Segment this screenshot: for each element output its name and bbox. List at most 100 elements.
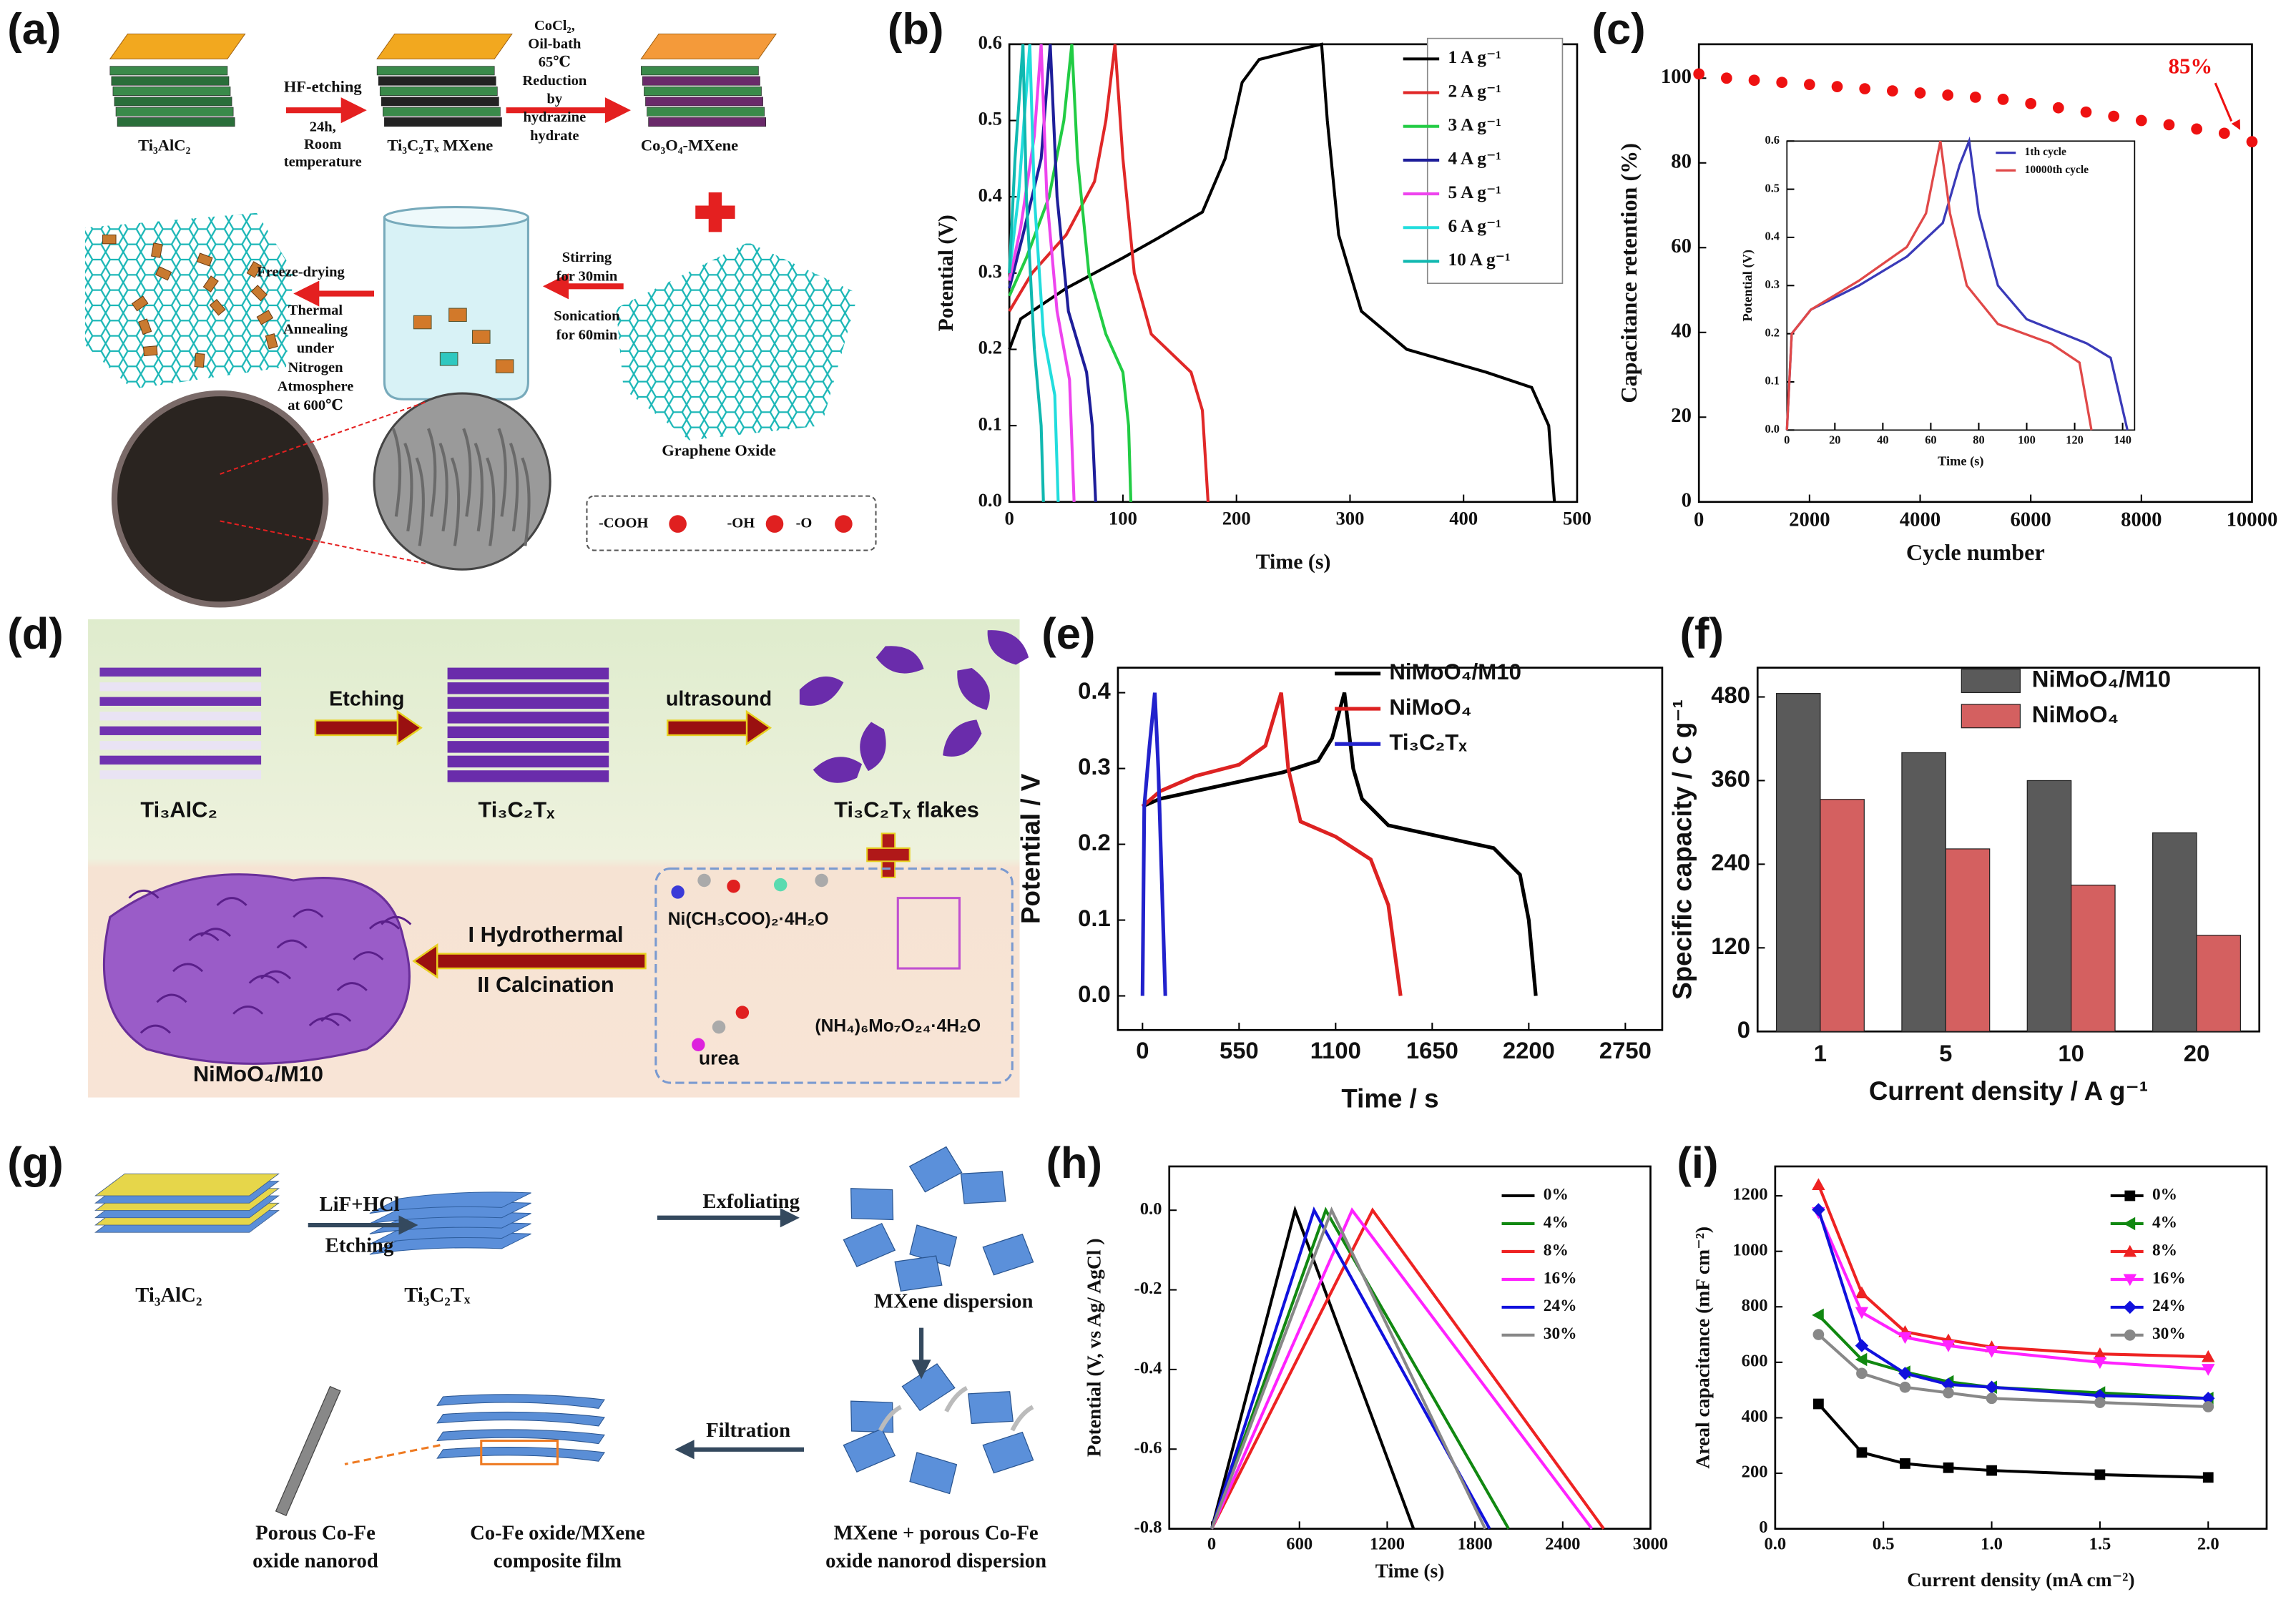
y-axis-label: Potential (V)	[934, 215, 958, 331]
arrow-head	[674, 1440, 695, 1460]
sem-texture	[403, 443, 413, 532]
mxene-layer	[447, 770, 609, 782]
fat-arrow	[667, 719, 751, 737]
layer	[379, 87, 498, 96]
marker	[1813, 1398, 1824, 1410]
x-tick-label: 40	[1877, 433, 1888, 447]
atom	[697, 873, 711, 888]
legend-label: 4%	[2152, 1213, 2177, 1232]
plus-h	[695, 205, 735, 219]
x-tick-label: 120	[2066, 433, 2084, 447]
series-line	[1008, 44, 1060, 502]
y-tick-label: 0.6	[1765, 133, 1780, 147]
layer	[115, 107, 234, 117]
x-tick-label: 8000	[2121, 508, 2162, 531]
nanorod	[1010, 1405, 1034, 1432]
series-line	[1210, 1206, 1487, 1530]
y-tick-label: -0.2	[1134, 1279, 1162, 1298]
marker	[1776, 77, 1788, 89]
panel-label: (f)	[1680, 609, 1724, 659]
co3o4-particle	[138, 318, 152, 335]
layer	[645, 97, 763, 107]
label: Porous Co-Fe	[255, 1521, 376, 1544]
marker	[2202, 1472, 2214, 1483]
x-tick-label: 5	[1939, 1040, 1952, 1066]
annotation: 85%	[2169, 54, 2213, 79]
x-tick-label: 1200	[1370, 1535, 1405, 1554]
y-tick-label: 0.4	[978, 184, 1002, 205]
sheet	[850, 1188, 894, 1221]
y-tick-label: 360	[1711, 765, 1750, 792]
legend-label: 3 A g⁻¹	[1448, 115, 1501, 135]
marker	[1899, 1381, 1911, 1393]
co3o4-particle	[246, 261, 263, 278]
reagent-box	[654, 868, 1014, 1084]
co3o4-particle	[202, 275, 219, 293]
series-line	[1817, 1184, 2209, 1359]
x-axis-label: Time (s)	[1938, 454, 1983, 469]
max-layer	[99, 697, 262, 706]
marker	[1856, 1367, 1868, 1380]
marker	[1898, 1332, 1912, 1345]
nanorod	[878, 1405, 902, 1432]
panel-label: (e)	[1041, 609, 1095, 659]
y-tick-label: 0.3	[1078, 753, 1111, 780]
x-tick-label: 550	[1220, 1037, 1259, 1063]
plot-frame	[1168, 1165, 1652, 1530]
layer	[112, 87, 231, 96]
legend-label: 30%	[2152, 1324, 2186, 1343]
marker	[1693, 68, 1705, 80]
label: ultrasound	[666, 687, 772, 710]
group-atom	[669, 515, 687, 533]
x-tick-label: 0.0	[1764, 1535, 1786, 1554]
marker	[1941, 1340, 1956, 1352]
marker	[2246, 136, 2258, 147]
x-tick-label: 1	[1814, 1040, 1827, 1066]
flake	[957, 668, 990, 710]
layer	[109, 66, 228, 76]
marker	[1812, 1203, 1825, 1217]
series-line	[1210, 1206, 1491, 1530]
sem-texture	[438, 443, 448, 532]
marker	[1855, 1307, 1869, 1319]
label: Nitrogen	[288, 360, 343, 375]
label: hydrate	[530, 128, 579, 144]
composite-network	[84, 212, 294, 389]
y-tick-label: 80	[1671, 149, 1692, 172]
dashed-arrow	[344, 1444, 441, 1465]
layer	[378, 76, 496, 86]
legend-label: 8%	[2152, 1241, 2177, 1259]
label: Ti₃AlC₂	[138, 137, 190, 154]
label: Filtration	[706, 1419, 790, 1442]
max-layer	[99, 741, 262, 750]
legend-label: Ti₃C₂Tₓ	[1389, 729, 1467, 755]
y-tick-label: 0.0	[1078, 980, 1111, 1007]
petal	[260, 970, 292, 980]
label: oxide nanorod	[252, 1549, 378, 1572]
x-tick-label: 0.5	[1873, 1535, 1895, 1554]
layer-top	[376, 33, 513, 59]
marker	[1812, 1178, 1825, 1190]
label: for 60min	[556, 328, 618, 343]
y-tick-label: 20	[1671, 404, 1692, 427]
fat-arrow	[433, 953, 647, 970]
y-tick-label: 0.3	[1765, 277, 1780, 291]
series-line	[1817, 1209, 2209, 1400]
group-atom	[765, 515, 784, 533]
bar	[1945, 848, 1991, 1032]
marker	[2135, 114, 2147, 127]
legend-label: 8%	[1544, 1241, 1569, 1259]
panel-label: (i)	[1677, 1139, 1718, 1188]
layer	[381, 97, 499, 107]
marker	[1804, 79, 1815, 91]
plot-frame	[1697, 43, 2253, 503]
x-tick-label: 1.5	[2089, 1535, 2111, 1554]
plot-frame	[1774, 1165, 2268, 1530]
legend-label: 6 A g⁻¹	[1448, 216, 1501, 236]
mxene-layer	[447, 741, 609, 753]
label: 65℃	[539, 54, 571, 70]
zoom-line	[220, 520, 426, 564]
label: Reduction	[522, 73, 587, 89]
particle	[448, 308, 467, 323]
legend-label: 10000th cycle	[2025, 164, 2089, 176]
